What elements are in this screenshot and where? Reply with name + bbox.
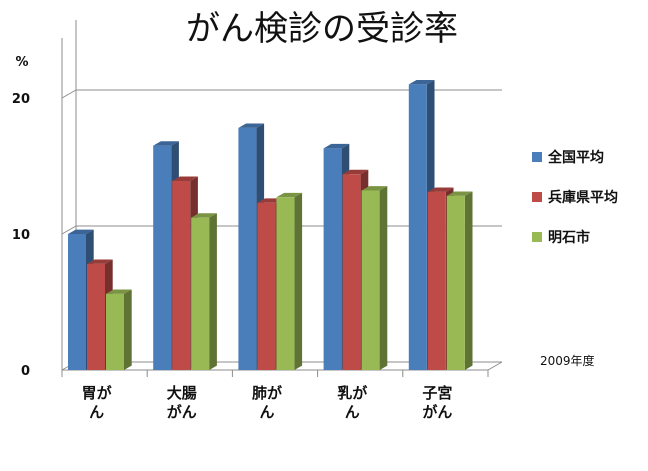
bar-top bbox=[87, 259, 113, 264]
bar-top bbox=[323, 143, 350, 149]
bar-side bbox=[294, 192, 303, 370]
category-label: 肺がん bbox=[252, 384, 283, 421]
bar-top bbox=[191, 213, 217, 218]
bar-top bbox=[342, 169, 369, 175]
category-label: 子宮がん bbox=[422, 384, 452, 421]
category-label: 胃がん bbox=[82, 384, 113, 421]
bar-top bbox=[172, 176, 198, 181]
legend-label: 全国平均 bbox=[547, 149, 604, 166]
bar-top bbox=[408, 80, 435, 85]
legend-swatch bbox=[532, 232, 542, 242]
bar-top bbox=[276, 192, 303, 198]
legend-swatch bbox=[532, 152, 542, 162]
bar-front bbox=[408, 84, 427, 371]
bar-front bbox=[361, 190, 380, 370]
y-axis-unit: % bbox=[15, 55, 28, 70]
bar-front bbox=[276, 197, 295, 370]
grid-depth-line bbox=[61, 225, 77, 235]
bar-front bbox=[153, 145, 172, 370]
bar bbox=[276, 192, 303, 370]
bar-front bbox=[106, 293, 124, 370]
grid-depth-line bbox=[61, 89, 77, 99]
legend-swatch bbox=[532, 192, 542, 202]
year-note: 2009年度 bbox=[540, 353, 595, 368]
legend-label: 明石市 bbox=[548, 229, 590, 246]
bar-top bbox=[427, 187, 454, 192]
bar-front bbox=[238, 127, 257, 370]
bar-top bbox=[446, 191, 473, 196]
bar-front bbox=[323, 148, 342, 370]
bar-side bbox=[209, 213, 217, 370]
bar-front bbox=[342, 174, 361, 370]
y-tick-labels: 0 10 20 bbox=[12, 92, 30, 379]
bar-front bbox=[191, 217, 210, 370]
bar-front bbox=[68, 234, 86, 370]
legend-label: 兵庫県平均 bbox=[548, 189, 618, 206]
bar bbox=[106, 289, 132, 370]
y-tick-label: 0 bbox=[21, 364, 30, 379]
bar-front bbox=[172, 180, 191, 370]
chart-title: がん検診の受診率 bbox=[186, 9, 458, 49]
bar bbox=[191, 213, 217, 370]
y-tick-label: 10 bbox=[12, 228, 30, 243]
bar-top bbox=[106, 289, 132, 294]
floor-right-edge bbox=[487, 361, 503, 371]
bar bbox=[446, 191, 473, 370]
category-label: 大腸がん bbox=[167, 384, 197, 421]
bar-side bbox=[124, 289, 132, 370]
bars bbox=[68, 80, 473, 371]
y-tick-label: 20 bbox=[12, 92, 30, 107]
bar-front bbox=[87, 263, 105, 370]
bar-top bbox=[361, 186, 388, 191]
bar-top bbox=[68, 229, 94, 234]
bar-front bbox=[446, 195, 465, 370]
bar bbox=[361, 186, 388, 370]
bar-front bbox=[257, 202, 276, 370]
bar-side bbox=[379, 186, 388, 370]
bar-side bbox=[464, 191, 473, 370]
category-labels: 胃がん 大腸がん 肺がん 乳がん 子宮がん bbox=[82, 384, 453, 421]
bar-top bbox=[153, 141, 179, 146]
bar-top bbox=[238, 123, 265, 128]
bar-front bbox=[427, 191, 446, 370]
category-label: 乳がん bbox=[337, 384, 368, 421]
